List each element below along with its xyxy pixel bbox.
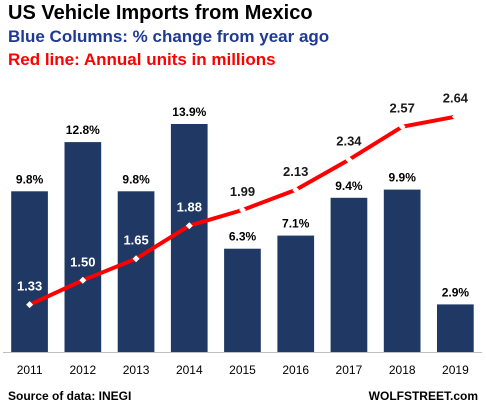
line-point-2016	[292, 186, 300, 194]
bar-label-2018: 9.9%	[389, 171, 417, 185]
x-tick-label-2017: 2017	[336, 363, 363, 377]
line-label-2012: 1.50	[70, 254, 95, 269]
bar-label-2011: 9.8%	[16, 172, 44, 186]
bar-2011	[11, 191, 48, 352]
line-label-2018: 2.57	[390, 101, 415, 116]
line-point-2011	[26, 301, 34, 309]
line-point-2014	[185, 222, 193, 230]
x-tick-label-2012: 2012	[69, 363, 96, 377]
chart-title: US Vehicle Imports from Mexico	[8, 2, 313, 24]
bar-2018	[383, 189, 421, 352]
bar-2016	[277, 235, 315, 352]
line-point-2015	[239, 206, 246, 214]
bar-label-2012: 12.8%	[66, 123, 100, 137]
line-label-2013: 1.65	[123, 233, 148, 248]
brand-label: WOLFSTREET.com	[368, 389, 478, 403]
line-point-2019	[451, 113, 459, 121]
x-tick-label-2014: 2014	[176, 363, 203, 377]
line-label-2019: 2.64	[443, 91, 469, 106]
line-label-2015: 1.99	[230, 184, 255, 199]
bar-2014	[170, 124, 208, 352]
line-label-2011: 1.33	[17, 279, 42, 294]
bar-label-2019: 2.9%	[442, 285, 470, 299]
bar-label-2015: 6.3%	[229, 230, 257, 244]
source-note: Source of data: INEGI	[8, 389, 132, 403]
x-tick-label-2011: 2011	[17, 363, 43, 377]
subtitle-bars: Blue Columns: % change from year ago	[8, 27, 330, 46]
line-label-2017: 2.34	[336, 134, 362, 149]
bar-label-2013: 9.8%	[122, 172, 150, 186]
x-tick-label-2018: 2018	[389, 363, 416, 377]
bar-label-2014: 13.9%	[172, 105, 206, 119]
line-label-2016: 2.13	[283, 164, 308, 179]
bar-2012	[64, 142, 102, 352]
line-point-2012	[79, 276, 87, 284]
bar-2019	[437, 304, 474, 352]
bar-2017	[330, 197, 368, 352]
x-tick-label-2013: 2013	[123, 363, 150, 377]
bar-label-2017: 9.4%	[335, 179, 363, 193]
line-point-2018	[398, 123, 406, 131]
bar-label-2016: 7.1%	[282, 217, 310, 231]
x-tick-label-2015: 2015	[229, 363, 256, 377]
x-tick-label-2019: 2019	[442, 363, 469, 377]
line-point-2017	[345, 156, 353, 164]
bar-2013	[117, 191, 155, 352]
line-point-2013	[132, 255, 140, 263]
line-label-2014: 1.88	[177, 200, 202, 215]
x-tick-label-2016: 2016	[282, 363, 309, 377]
bar-2015	[224, 248, 261, 352]
subtitle-line: Red line: Annual units in millions	[8, 50, 276, 69]
